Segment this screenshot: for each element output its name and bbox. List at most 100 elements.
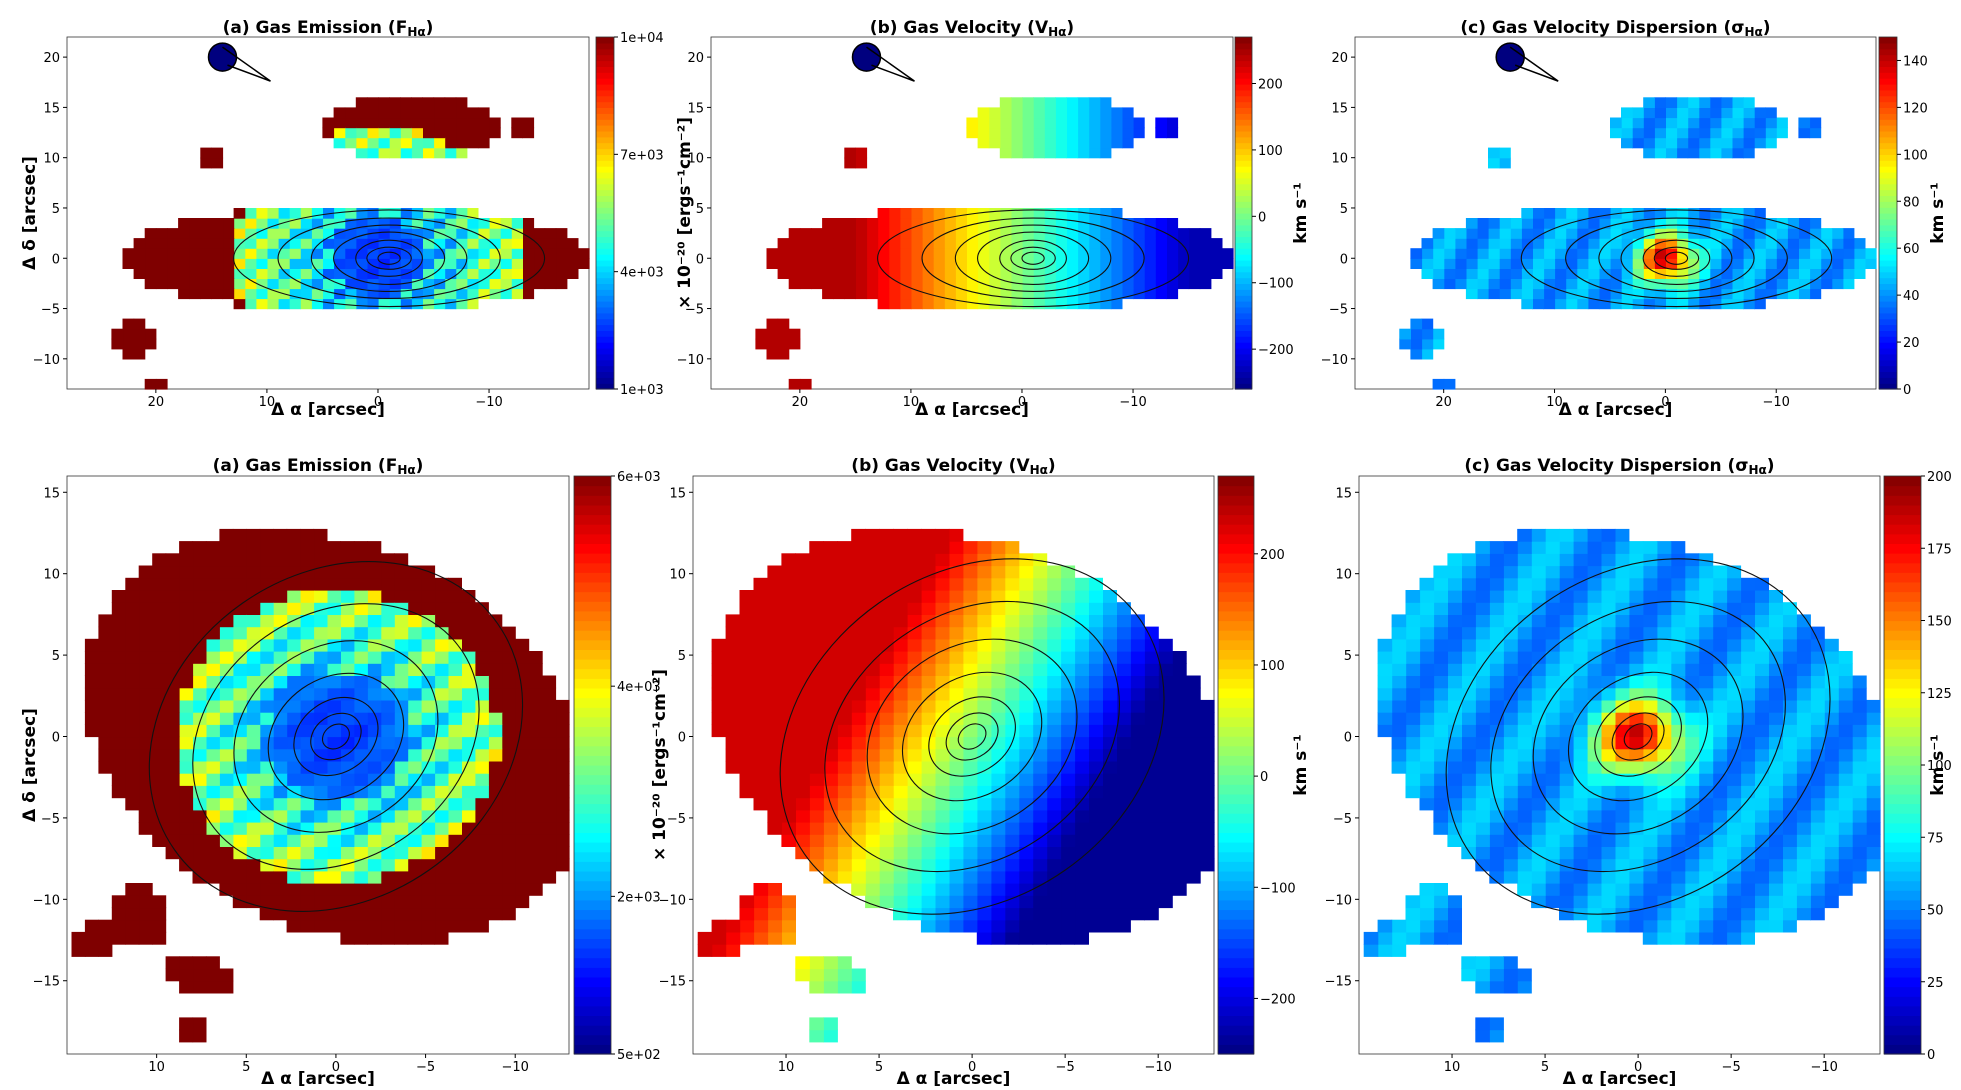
heatmap-cell: [407, 748, 422, 762]
heatmap-cell: [1787, 228, 1799, 239]
heatmap-cell: [999, 238, 1012, 249]
heatmap-cell: [1032, 895, 1048, 909]
heatmap-cell: [1866, 748, 1881, 762]
heatmap-cell: [407, 883, 422, 896]
heatmap-cell: [1576, 228, 1589, 239]
heatmap-cell: [1610, 117, 1622, 129]
heatmap-cell: [461, 699, 476, 713]
heatmap-cell: [1461, 687, 1476, 701]
heatmap-cell: [1684, 785, 1700, 799]
heatmap-cell: [111, 773, 126, 786]
heatmap-cell: [1726, 907, 1742, 921]
heatmap-cell: [1110, 208, 1123, 219]
colorbar-segment: [1218, 967, 1254, 978]
heatmap-cell: [466, 208, 479, 219]
colorbar-segment: [574, 1034, 611, 1045]
heatmap-cell: [962, 602, 978, 615]
heatmap-cell: [1632, 137, 1644, 149]
colorbar-segment: [596, 377, 614, 384]
heatmap-cell: [948, 541, 964, 554]
heatmap-cell: [1517, 785, 1532, 799]
heatmap-cell: [910, 288, 923, 300]
heatmap-cell: [122, 338, 135, 350]
heatmap-cell: [1004, 846, 1020, 860]
heatmap-cell: [378, 278, 390, 290]
heatmap-cell: [1102, 846, 1117, 860]
colorbar-segment: [574, 899, 611, 911]
heatmap-cell: [407, 809, 422, 823]
heatmap-cell: [255, 238, 268, 249]
heatmap-cell: [990, 919, 1006, 933]
heatmap-cell: [1144, 785, 1159, 799]
heatmap-cell: [1670, 907, 1686, 921]
heatmap-cell: [1172, 687, 1187, 701]
colorbar-segment: [596, 83, 614, 91]
heatmap-cell: [1559, 687, 1574, 701]
heatmap-cell: [990, 773, 1006, 786]
heatmap-cell: [378, 97, 390, 108]
heatmap-cell: [421, 870, 436, 884]
heatmap-cell: [434, 760, 449, 774]
heatmap-cell: [489, 238, 501, 249]
heatmap-cell: [1133, 258, 1145, 269]
heatmap-cell: [461, 846, 476, 860]
heatmap-cell: [125, 773, 140, 786]
heatmap-cell: [767, 687, 782, 701]
heatmap-cell: [488, 712, 503, 725]
heatmap-cell: [1517, 724, 1532, 738]
heatmap-cell: [1642, 541, 1658, 554]
heatmap-cell: [1656, 846, 1672, 860]
y-axis-label: Δ δ [arcsec]: [20, 708, 40, 822]
heatmap-cell: [122, 248, 135, 259]
heatmap-cell: [1489, 785, 1504, 799]
heatmap-cell: [1726, 883, 1742, 896]
heatmap-cell: [555, 724, 570, 738]
heatmap-cell: [511, 117, 523, 129]
heatmap-cell: [1614, 809, 1630, 823]
colorbar-frame: [595, 36, 615, 390]
heatmap-cell: [400, 117, 412, 129]
heatmap-cell: [1545, 626, 1560, 640]
colorbar-segment: [1884, 793, 1921, 805]
heatmap-cell: [1032, 565, 1048, 579]
heatmap-cell: [165, 638, 180, 652]
heatmap-cell: [488, 724, 503, 738]
heatmap-cell: [444, 127, 457, 139]
heatmap-cell: [344, 228, 357, 239]
heatmap-cell: [1421, 338, 1434, 350]
heatmap-cell: [1642, 907, 1658, 921]
heatmap-cell: [542, 736, 557, 750]
heatmap-cell: [920, 553, 936, 567]
colorbar-segment: [1235, 78, 1252, 85]
heatmap-cell: [725, 944, 741, 957]
contour: [1520, 209, 1833, 308]
heatmap-cell: [179, 565, 194, 579]
colorbar-tick-label: 4e+03: [620, 266, 664, 281]
colorbar-segment: [1884, 543, 1921, 554]
heatmap-cell: [1461, 773, 1476, 786]
heatmap-cell: [1088, 107, 1101, 119]
heatmap-cell: [753, 773, 769, 786]
heatmap-cell: [461, 651, 476, 664]
heatmap-cell: [489, 258, 501, 269]
heatmap-cell: [125, 931, 140, 945]
heatmap-cell: [851, 638, 866, 652]
heatmap-cell: [823, 590, 838, 603]
heatmap-cell: [795, 626, 810, 640]
heatmap-cell: [340, 883, 355, 896]
heatmap-cell: [353, 577, 368, 591]
heatmap-cell: [1852, 748, 1867, 762]
heatmap-cell: [355, 278, 368, 290]
x-tick-label: 0: [374, 395, 382, 410]
heatmap-cell: [378, 288, 390, 300]
heatmap-cell: [1852, 785, 1867, 799]
heatmap-cell: [434, 663, 449, 676]
heatmap-cell: [948, 858, 964, 872]
heatmap-cell: [255, 288, 268, 300]
heatmap-cell: [1545, 797, 1560, 811]
heatmap-cell: [528, 773, 543, 786]
heatmap-cell: [1433, 907, 1448, 921]
heatmap-cell: [1166, 238, 1179, 249]
heatmap-cell: [934, 748, 950, 762]
colorbar-segment: [574, 986, 611, 997]
